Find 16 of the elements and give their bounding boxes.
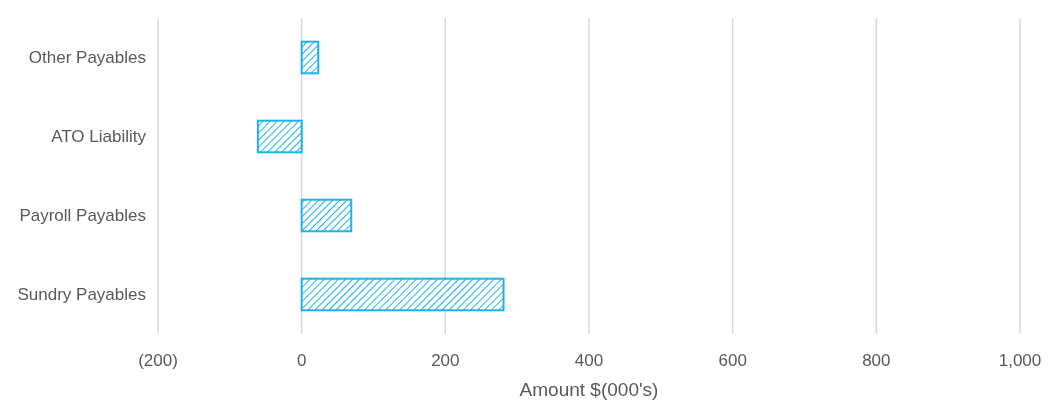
y-tick-label: ATO Liability xyxy=(51,127,147,147)
x-tick-label: 600 xyxy=(718,351,747,370)
bar xyxy=(256,119,303,154)
x-tick-label: 1,000 xyxy=(998,351,1042,370)
x-axis-title: Amount $(000's) xyxy=(519,379,659,400)
bar xyxy=(300,198,353,233)
y-tick-label: Payroll Payables xyxy=(19,206,146,226)
y-tick-label: Other Payables xyxy=(28,48,146,68)
bar xyxy=(300,40,320,75)
x-tick-label: (200) xyxy=(138,351,178,370)
x-tick-label: 400 xyxy=(574,351,604,370)
x-tick-label: 0 xyxy=(296,351,307,370)
x-tick-label: 800 xyxy=(862,351,891,370)
x-tick-label: 200 xyxy=(431,351,460,370)
bar xyxy=(300,277,505,312)
y-tick-label: Sundry Payables xyxy=(17,285,146,305)
